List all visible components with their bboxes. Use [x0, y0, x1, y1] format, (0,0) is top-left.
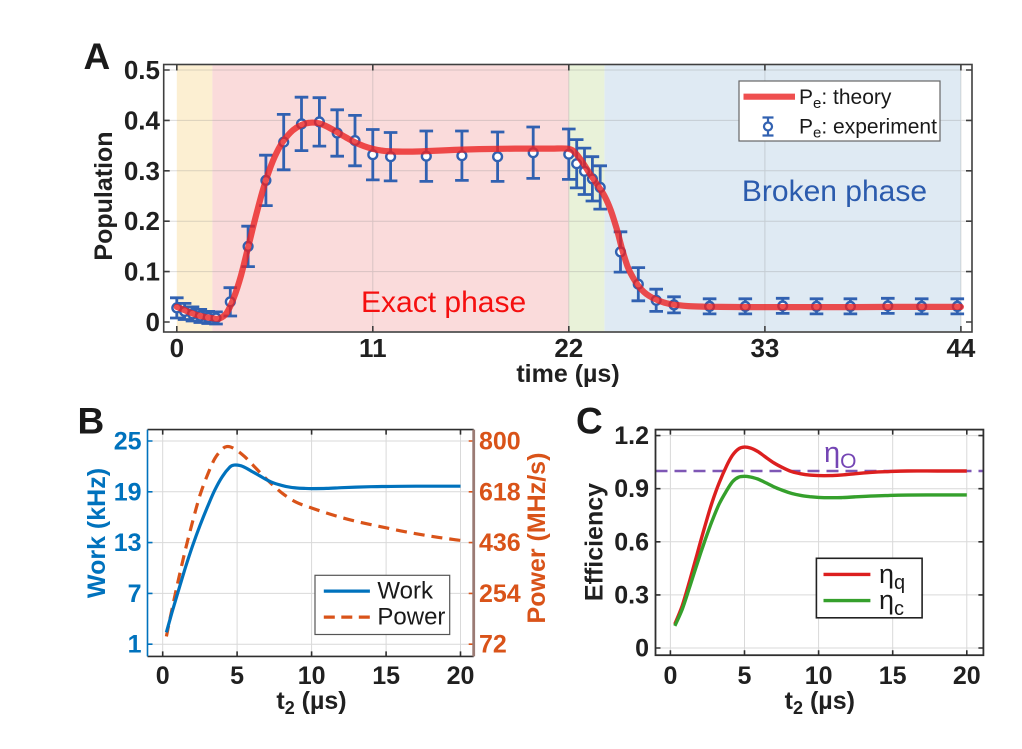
- svg-text:time (µs): time (µs): [516, 360, 619, 388]
- svg-text:0.3: 0.3: [124, 156, 160, 186]
- svg-text:t2 (µs): t2 (µs): [785, 687, 855, 718]
- svg-text:10: 10: [298, 662, 326, 690]
- svg-text:0.1: 0.1: [124, 257, 160, 287]
- svg-text:33: 33: [750, 333, 779, 363]
- svg-text:Broken phase: Broken phase: [742, 175, 927, 208]
- svg-text:254: 254: [479, 580, 521, 608]
- svg-text:15: 15: [372, 662, 400, 690]
- svg-text:B: B: [78, 401, 105, 442]
- svg-text:11: 11: [359, 333, 387, 363]
- svg-text:0.9: 0.9: [614, 475, 649, 503]
- svg-text:0.2: 0.2: [124, 206, 160, 236]
- svg-text:10: 10: [805, 662, 833, 690]
- svg-text:1.2: 1.2: [614, 422, 649, 450]
- svg-text:5: 5: [230, 662, 244, 690]
- svg-text:5: 5: [738, 662, 752, 690]
- svg-text:22: 22: [554, 333, 583, 363]
- svg-text:0: 0: [663, 662, 677, 690]
- svg-text:Power: Power: [377, 604, 445, 631]
- svg-text:618: 618: [479, 478, 521, 506]
- svg-text:0.4: 0.4: [124, 105, 161, 135]
- svg-text:44: 44: [946, 333, 975, 363]
- svg-text:25: 25: [114, 428, 142, 456]
- svg-text:Power (MHz/s): Power (MHz/s): [523, 453, 551, 624]
- svg-text:0: 0: [146, 307, 160, 337]
- svg-text:0: 0: [635, 635, 649, 663]
- svg-text:0.6: 0.6: [614, 528, 649, 556]
- svg-text:Work (kHz): Work (kHz): [83, 468, 111, 598]
- svg-text:72: 72: [479, 631, 507, 659]
- svg-text:0: 0: [170, 333, 184, 363]
- svg-text:436: 436: [479, 529, 521, 557]
- svg-text:0.5: 0.5: [124, 55, 160, 85]
- svg-text:Pe: theory: Pe: theory: [799, 86, 892, 112]
- svg-text:13: 13: [114, 529, 142, 557]
- svg-text:800: 800: [479, 428, 521, 456]
- svg-text:Exact phase: Exact phase: [361, 286, 526, 319]
- svg-text:15: 15: [879, 662, 907, 690]
- svg-text:20: 20: [447, 662, 475, 690]
- svg-text:C: C: [576, 401, 603, 442]
- svg-text:Pe: experiment: Pe: experiment: [799, 116, 937, 142]
- svg-text:0: 0: [156, 662, 170, 690]
- svg-text:Population: Population: [90, 131, 118, 260]
- svg-text:Efficiency: Efficiency: [581, 483, 609, 601]
- svg-text:1: 1: [128, 631, 142, 659]
- svg-text:20: 20: [953, 662, 981, 690]
- svg-text:A: A: [84, 36, 111, 77]
- svg-text:19: 19: [114, 478, 142, 506]
- svg-text:7: 7: [128, 580, 142, 608]
- svg-text:0.3: 0.3: [614, 581, 649, 609]
- svg-text:Work: Work: [377, 578, 434, 605]
